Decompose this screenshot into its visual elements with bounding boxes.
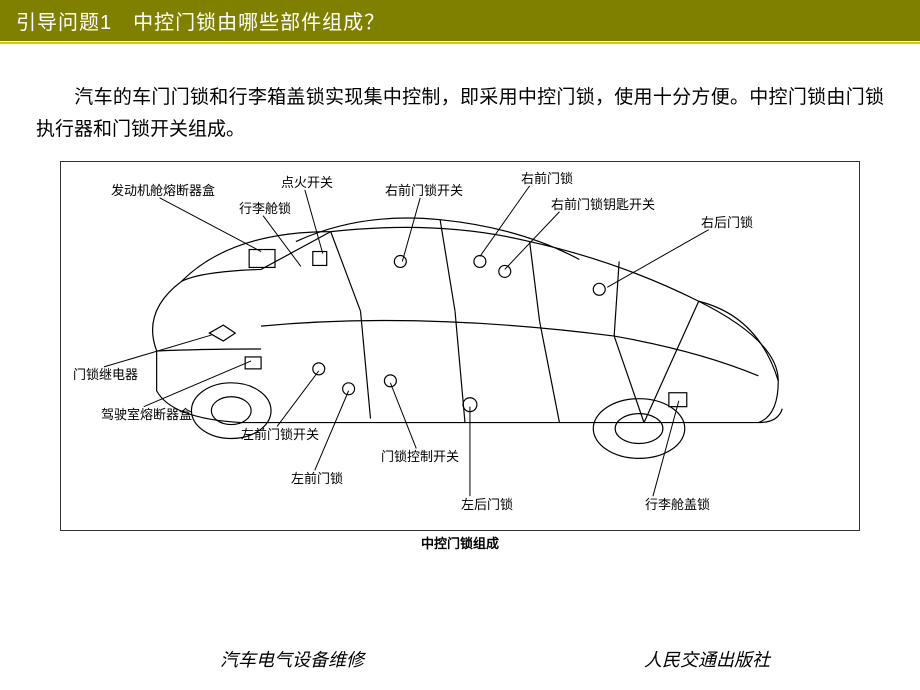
label-trunk_lid_lock: 行李舱盖锁 — [645, 498, 710, 511]
label-rr_lock: 右后门锁 — [701, 216, 753, 229]
label-lf_switch: 左前门锁开关 — [241, 428, 319, 441]
footer-left: 汽车电气设备维修 — [220, 646, 364, 672]
label-trunk_lock_top: 行李舱锁 — [239, 202, 291, 215]
label-rf_switch: 右前门锁开关 — [385, 184, 463, 197]
label-engine_fusebox: 发动机舱熔断器盒 — [111, 184, 215, 197]
label-lock_relay: 门锁继电器 — [73, 368, 138, 381]
label-lf_lock: 左前门锁 — [291, 472, 343, 485]
diagram-caption: 中控门锁组成 — [0, 533, 920, 552]
page-footer: 汽车电气设备维修 人民交通出版社 — [0, 646, 920, 672]
label-lr_lock: 左后门锁 — [461, 498, 513, 511]
label-lock_ctrl_switch: 门锁控制开关 — [381, 450, 459, 463]
label-rf_lock: 右前门锁 — [521, 172, 573, 185]
label-ignition_switch: 点火开关 — [281, 176, 333, 189]
header-title: 引导问题1 中控门锁由哪些部件组成？ — [16, 12, 385, 34]
page-header: 引导问题1 中控门锁由哪些部件组成？ — [0, 0, 920, 41]
footer-right: 人民交通出版社 — [644, 646, 770, 672]
body-paragraph: 汽车的车门门锁和行李箱盖锁实现集中控制，即采用中控门锁，使用十分方便。中控门锁由… — [36, 87, 884, 140]
diagram-container: 发动机舱熔断器盒 点火开关行李舱锁 右前门锁开关 右前门锁右前门锁钥匙开关右后门锁门锁… — [60, 161, 860, 531]
label-rf_key_switch: 右前门锁钥匙开关 — [551, 198, 655, 211]
label-cabin_fusebox: 驾驶室熔断器盒 — [101, 408, 192, 421]
body-paragraph-wrap: 汽车的车门门锁和行李箱盖锁实现集中控制，即采用中控门锁，使用十分方便。中控门锁由… — [0, 44, 920, 161]
